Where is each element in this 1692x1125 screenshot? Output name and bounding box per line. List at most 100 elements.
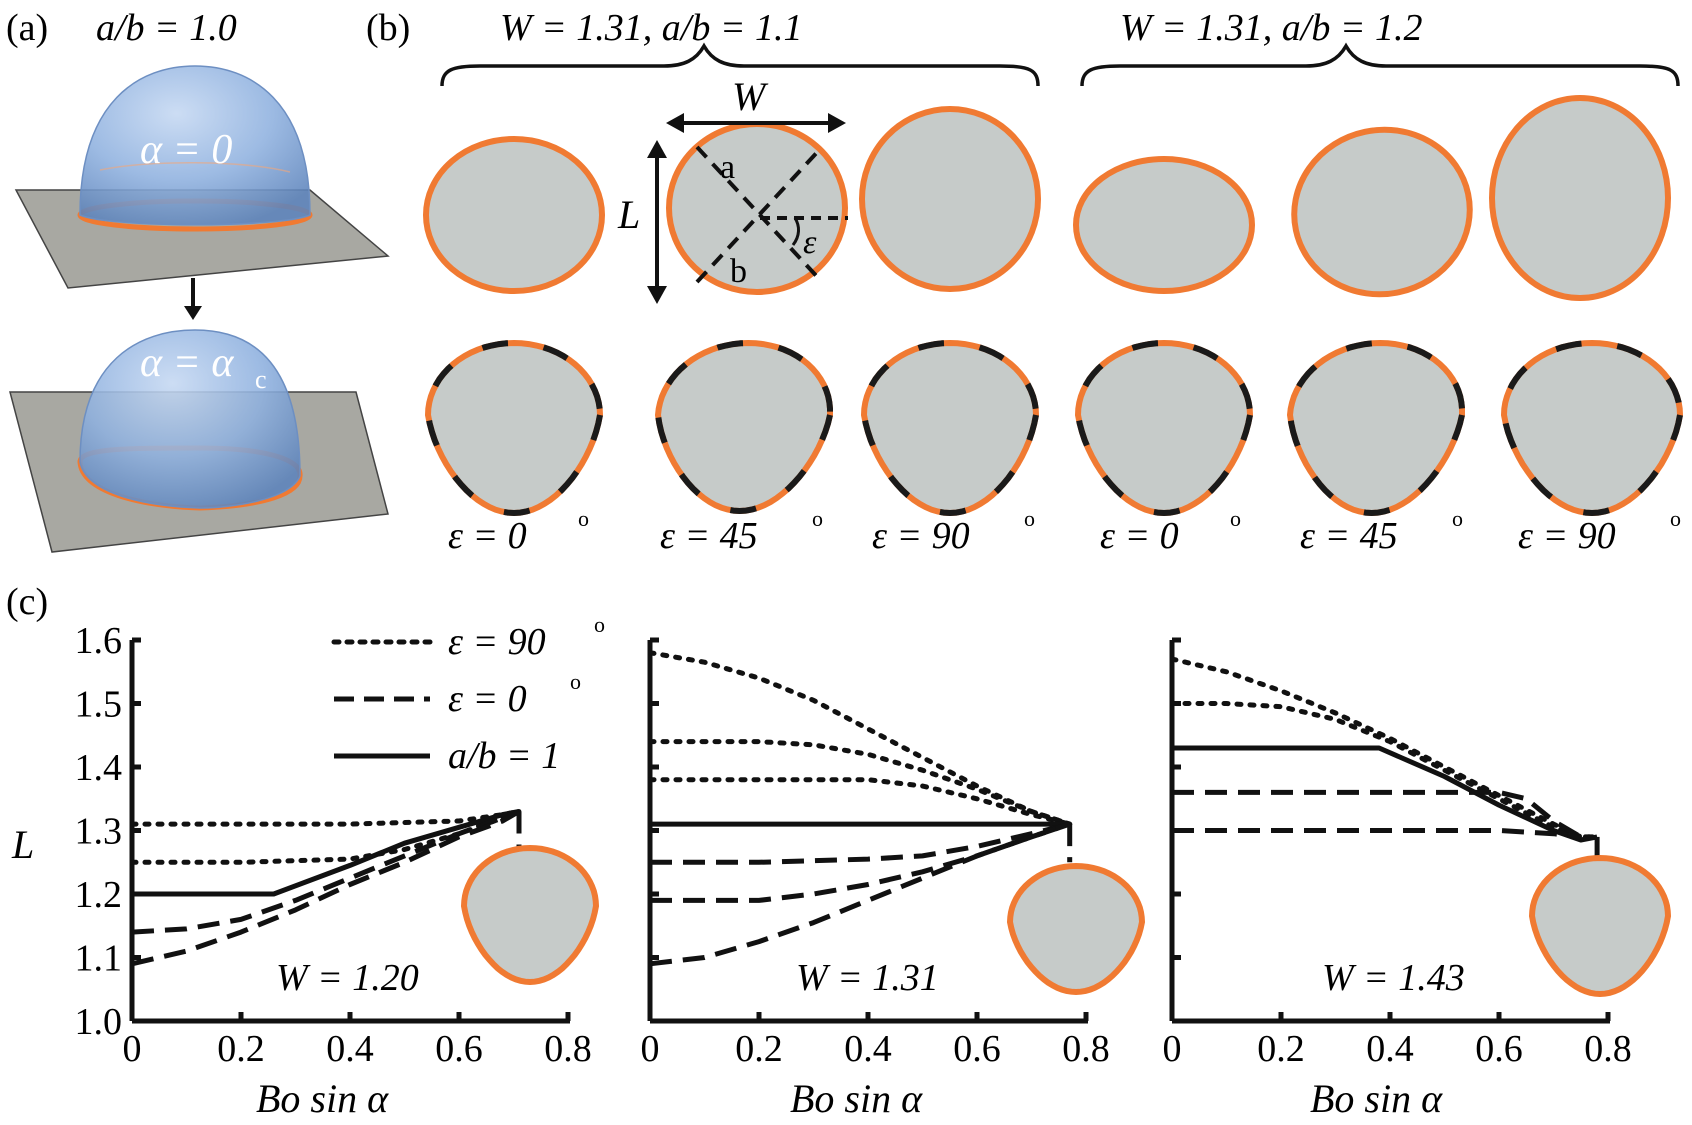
series-line-3-4 [1172,789,1583,840]
legend: ε = 90 o ε = 0 o a/b = 1 [331,612,605,777]
inset-drop-2 [1006,862,1146,996]
top-angle-label: α = 0 [140,127,232,173]
brace-right [1080,42,1680,87]
x-tick-label-3-2: 0.4 [1366,1028,1414,1070]
x-tick-label-2-3: 0.6 [953,1028,1001,1070]
width-label: W [732,74,769,119]
shape-bottom-dashed-6 [1500,339,1684,517]
shape-top-1 [423,136,605,294]
x-tick-label-2-1: 0.2 [735,1028,783,1070]
x-tick-label-1-2: 0.4 [326,1028,374,1070]
eps-deg-1: o [578,506,589,531]
legend-label-2: ε = 0 [448,678,527,720]
panel-a-ratio: a/b = 1.0 [96,7,237,49]
inset-shapes [460,844,1672,998]
shape-top-3 [859,106,1041,292]
shape-bottom-dashed-2 [654,339,833,515]
geometry-annotation: W L a b ε [617,74,848,304]
x-axis-label-2: Bo sin α [790,1076,923,1121]
y-axis-label: L [11,822,34,867]
contact-line-reflection-top [99,162,291,173]
y-tick-label-5: 1.5 [75,684,123,726]
x-tick-label-1-0: 0 [123,1028,142,1070]
series-line-2-5 [650,821,1071,865]
legend-deg-1: o [594,612,605,637]
eps-label-4: ε = 0 [1100,515,1179,557]
legend-label-3: a/b = 1 [448,735,560,777]
droplet-bottom [79,329,301,509]
shape-top-5 [1291,126,1473,298]
bottom-angle-label: α = α [140,340,234,386]
length-arrow-down-icon [647,286,667,304]
shape-bottom-dashed-5 [1286,339,1465,517]
series-line-1-4 [131,809,520,935]
series-line-2-6 [650,821,1071,903]
eps-label-2: ε = 45 [660,515,758,557]
x-tick-label-1-1: 0.2 [217,1028,265,1070]
shape-bottom-dashed-1 [424,339,604,517]
length-arrow-up-icon [647,140,667,158]
x-tick-label-3-4: 0.8 [1584,1028,1632,1070]
chart-2: 0 0.2 0.4 0.6 0.8 [641,637,1110,1070]
w-label-1: W = 1.20 [276,957,419,999]
x-tick-label-1-4: 0.8 [544,1028,592,1070]
inset-drop-1 [460,844,600,986]
x-tick-label-3-0: 0 [1163,1028,1182,1070]
panel-a: (a) a/b = 1.0 α = 0 α = α c [6,7,390,553]
x-tick-label-3-3: 0.6 [1475,1028,1523,1070]
axis-a-label: a [720,149,735,186]
x-tick-label-1-3: 0.6 [435,1028,483,1070]
shape-bottom-4 [1074,339,1254,517]
shape-top-4 [1073,156,1255,294]
series-line-3-2 [1169,701,1600,840]
eps-label-1: ε = 0 [448,515,527,557]
series-line-1-2 [129,809,522,865]
bottom-angle-subscript: c [255,365,267,394]
panel-b: (b) W = 1.31, a/b = 1.1 W = 1.31, a/b = … [366,7,1684,557]
shape-bottom-dashed-3 [860,339,1040,517]
epsilon-label: ε [803,224,817,261]
series-line-2-2 [647,739,1073,827]
x-tick-label-2-4: 0.8 [1062,1028,1110,1070]
series-line-2-3 [647,777,1073,827]
x-axis-label-3: Bo sin α [1310,1076,1443,1121]
width-arrow-left-icon [666,113,684,133]
y-tick-label-1: 1.1 [75,938,123,980]
w-label-3: W = 1.43 [1322,957,1465,999]
series-line-3-5 [1172,828,1582,840]
panel-b-label: (b) [366,7,410,49]
panel-a-label: (a) [6,7,48,49]
shape-bottom-1 [424,339,604,517]
x-axis-label-1: Bo sin α [256,1076,389,1121]
shape-top-6 [1489,95,1671,301]
angle-arc [791,217,800,246]
x-tick-label-3-1: 0.2 [1257,1028,1305,1070]
y-tick-label-4: 1.4 [75,747,123,789]
chart-3: 0 0.2 0.4 0.6 0.8 [1163,637,1632,1070]
y-tick-label-6: 1.6 [75,620,123,662]
bottom-row-shapes [424,339,1684,517]
eps-label-5: ε = 45 [1300,515,1398,557]
epsilon-labels: ε = 0 o ε = 45 o ε = 90 o ε = 0 o ε = 45… [448,506,1681,557]
series-line-1-3 [132,809,520,897]
eps-deg-6: o [1670,506,1681,531]
legend-deg-2: o [570,669,581,694]
axis-b-label: b [730,253,747,290]
series-line-2-7 [649,821,1071,967]
w-label-2: W = 1.31 [796,957,939,999]
group-right-label: W = 1.31, a/b = 1.2 [1120,7,1423,49]
group-left-label: W = 1.31, a/b = 1.1 [500,7,803,49]
eps-deg-3: o [1024,506,1035,531]
series-line-2-1 [647,650,1073,827]
plots: 1.0 1.1 1.2 1.3 1.4 1.5 1.6 0 0.2 0.4 0.6 0.8 0 0.2 0.… [75,620,1632,1070]
axis-a-line [695,145,824,284]
y-tick-label-3: 1.3 [75,811,123,853]
series-line-1-5 [131,809,521,967]
eps-label-6: ε = 90 [1518,515,1616,557]
droplet-top [79,65,311,226]
width-arrow-right-icon [828,113,846,133]
shape-bottom-dashed-4 [1074,339,1254,517]
arrow-down-icon [184,306,202,320]
